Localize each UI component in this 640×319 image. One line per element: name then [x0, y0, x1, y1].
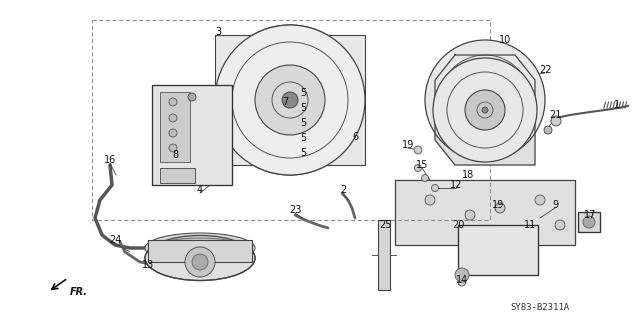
- Text: 3: 3: [215, 27, 221, 37]
- Bar: [458, 225, 538, 275]
- Text: 1: 1: [614, 100, 620, 110]
- Polygon shape: [478, 225, 498, 232]
- Text: 11: 11: [524, 220, 536, 230]
- Circle shape: [169, 114, 177, 122]
- Text: 4: 4: [197, 185, 203, 195]
- Bar: [152, 85, 232, 185]
- Circle shape: [169, 129, 177, 137]
- Circle shape: [555, 220, 565, 230]
- Text: 5: 5: [300, 103, 306, 113]
- Circle shape: [458, 278, 466, 286]
- Bar: [215, 35, 365, 165]
- Text: 18: 18: [462, 170, 474, 180]
- Ellipse shape: [145, 235, 255, 280]
- Circle shape: [185, 247, 215, 277]
- Bar: [578, 212, 600, 232]
- Circle shape: [482, 107, 488, 113]
- Circle shape: [425, 195, 435, 205]
- Text: 5: 5: [300, 88, 306, 98]
- Text: 16: 16: [104, 155, 116, 165]
- Polygon shape: [395, 180, 575, 245]
- Text: 5: 5: [300, 148, 306, 158]
- Text: 24: 24: [109, 235, 121, 245]
- Bar: [148, 240, 252, 262]
- Text: 12: 12: [450, 180, 462, 190]
- Circle shape: [282, 92, 298, 108]
- Circle shape: [425, 40, 545, 160]
- Circle shape: [544, 126, 552, 134]
- Text: 21: 21: [549, 110, 561, 120]
- Text: 15: 15: [416, 160, 428, 170]
- Text: 2: 2: [340, 185, 346, 195]
- Circle shape: [169, 98, 177, 106]
- Circle shape: [422, 174, 429, 182]
- Text: 20: 20: [452, 220, 464, 230]
- Circle shape: [495, 203, 505, 213]
- Text: 19: 19: [492, 200, 504, 210]
- Bar: [160, 168, 195, 183]
- Ellipse shape: [155, 238, 245, 258]
- Circle shape: [535, 195, 545, 205]
- Circle shape: [282, 92, 298, 108]
- Text: 8: 8: [172, 150, 178, 160]
- Polygon shape: [435, 55, 535, 165]
- Text: 13: 13: [142, 260, 154, 270]
- Text: 5: 5: [300, 133, 306, 143]
- Circle shape: [460, 75, 510, 125]
- Text: 9: 9: [552, 200, 558, 210]
- Text: 14: 14: [456, 275, 468, 285]
- Text: 22: 22: [539, 65, 551, 75]
- Bar: [378, 220, 390, 290]
- Text: 23: 23: [289, 205, 301, 215]
- Text: FR.: FR.: [70, 287, 88, 297]
- Circle shape: [551, 116, 561, 126]
- Circle shape: [215, 25, 365, 175]
- Circle shape: [465, 210, 475, 220]
- Circle shape: [455, 268, 469, 282]
- Circle shape: [192, 254, 208, 270]
- Ellipse shape: [145, 233, 255, 263]
- Circle shape: [188, 93, 196, 101]
- Circle shape: [255, 65, 325, 135]
- Bar: [160, 92, 190, 162]
- Text: 7: 7: [282, 97, 288, 107]
- Text: 5: 5: [300, 118, 306, 128]
- Circle shape: [433, 58, 537, 162]
- Circle shape: [215, 25, 365, 175]
- Text: SY83-B2311A: SY83-B2311A: [511, 303, 570, 313]
- Text: 19: 19: [402, 140, 414, 150]
- Circle shape: [465, 90, 505, 130]
- Circle shape: [431, 184, 438, 191]
- Bar: [148, 240, 252, 262]
- Text: 6: 6: [352, 132, 358, 142]
- Bar: [458, 225, 538, 275]
- Circle shape: [583, 216, 595, 228]
- Bar: [578, 212, 600, 232]
- Text: 25: 25: [379, 220, 391, 230]
- Circle shape: [415, 165, 422, 172]
- Bar: [152, 85, 232, 185]
- Bar: [215, 35, 365, 165]
- Circle shape: [169, 144, 177, 152]
- Circle shape: [255, 65, 325, 135]
- Circle shape: [414, 146, 422, 154]
- Bar: [378, 220, 390, 290]
- Text: 17: 17: [584, 210, 596, 220]
- Text: 10: 10: [499, 35, 511, 45]
